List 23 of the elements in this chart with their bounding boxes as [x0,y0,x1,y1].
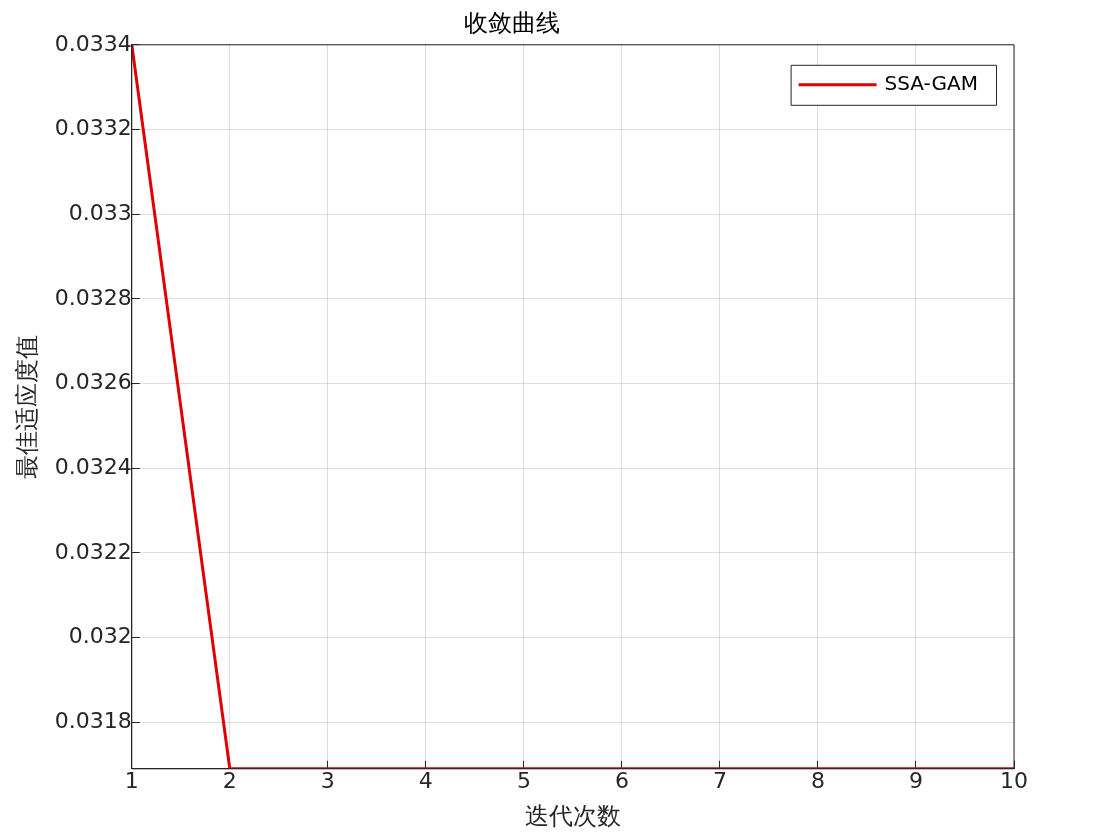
x-axis-title: 迭代次数 [524,801,621,830]
y-tick-label: 0.0322 [54,538,132,564]
x-tick-label: 2 [222,767,237,793]
chart-title: 收敛曲线 [464,8,560,37]
x-tick-label: 1 [124,767,139,793]
x-tick-label: 4 [418,767,433,793]
x-tick-label: 6 [614,767,629,793]
x-tick-label: 10 [1000,767,1028,793]
y-tick-label: 0.0334 [54,30,132,56]
y-axis-title: 最佳适应度值 [12,334,41,479]
y-tick-label: 0.0328 [54,284,132,310]
y-tick-label: 0.033 [68,199,132,225]
x-tick-label: 8 [810,767,825,793]
x-tick-label: 3 [320,767,335,793]
legend-label: SSA-GAM [884,71,978,95]
x-tick-label: 5 [516,767,531,793]
y-tick-label: 0.0324 [54,453,132,479]
y-tick-label: 0.0332 [54,115,132,141]
y-tick-label: 0.032 [68,623,132,649]
x-tick-label: 7 [712,767,727,793]
y-tick-label: 0.0318 [54,707,132,733]
x-tick-label: 9 [908,767,923,793]
y-tick-label: 0.0326 [54,369,132,395]
